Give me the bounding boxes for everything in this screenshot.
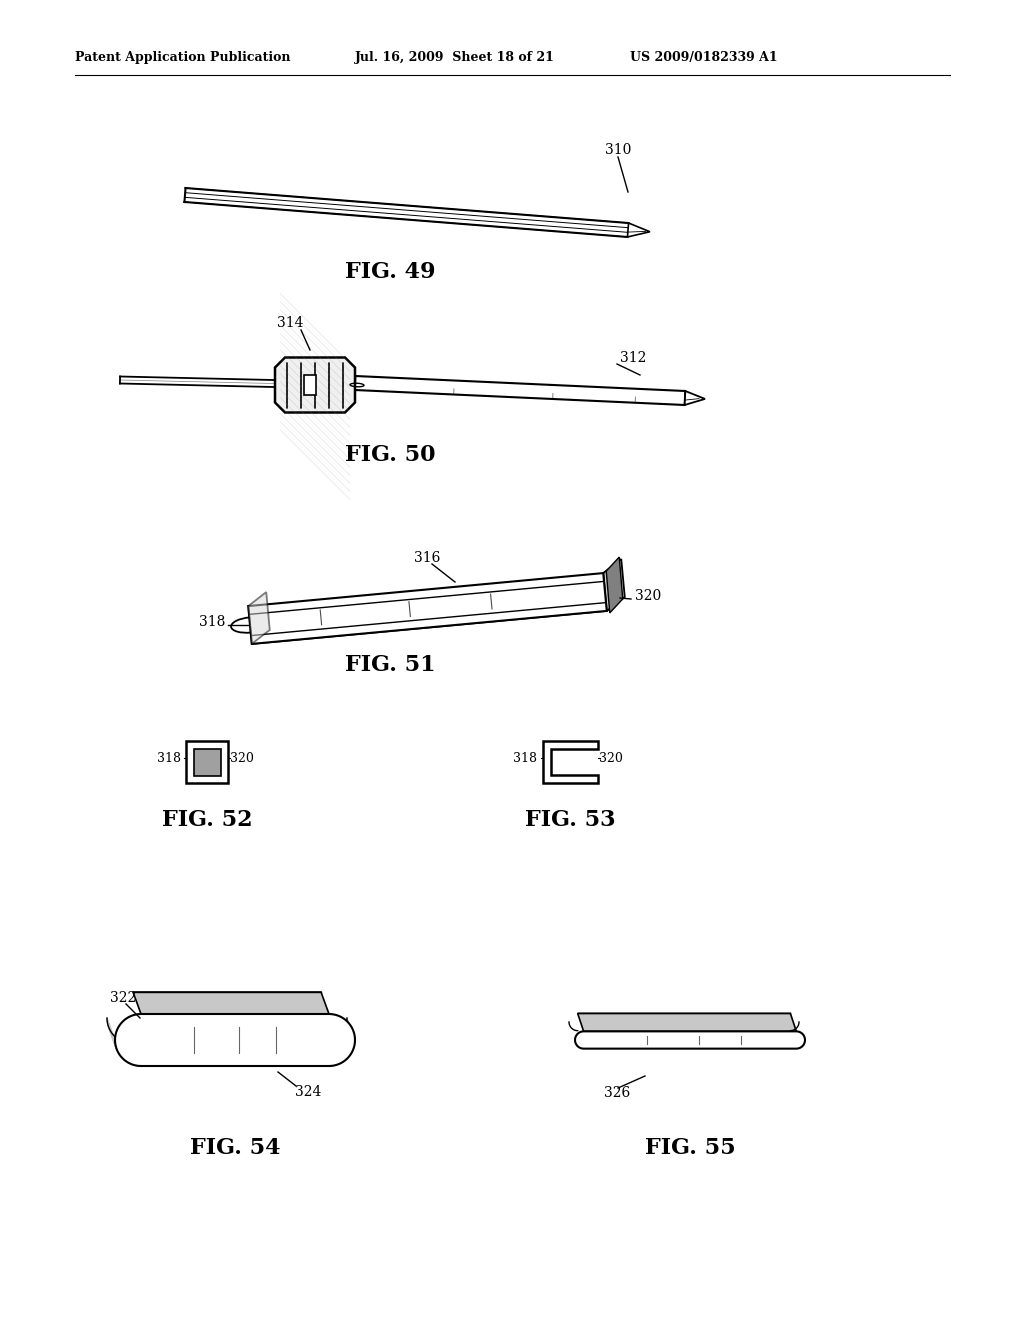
Polygon shape	[346, 1023, 354, 1047]
Polygon shape	[327, 1043, 336, 1065]
Polygon shape	[121, 1041, 130, 1064]
Text: 326: 326	[604, 1086, 630, 1100]
Polygon shape	[109, 1028, 118, 1051]
Polygon shape	[275, 358, 355, 412]
Polygon shape	[113, 1034, 121, 1057]
Polygon shape	[339, 1036, 348, 1059]
Polygon shape	[108, 1024, 117, 1048]
Text: 318: 318	[199, 615, 225, 630]
Text: 322: 322	[110, 991, 136, 1005]
Polygon shape	[346, 1022, 354, 1045]
Bar	[194, 748, 220, 776]
Polygon shape	[108, 1019, 115, 1043]
Polygon shape	[330, 1043, 339, 1065]
Polygon shape	[628, 223, 650, 238]
Polygon shape	[130, 1044, 139, 1067]
Text: FIG. 52: FIG. 52	[162, 809, 252, 832]
Polygon shape	[578, 1014, 797, 1031]
Polygon shape	[133, 993, 329, 1014]
Polygon shape	[129, 1044, 138, 1065]
Polygon shape	[333, 1040, 342, 1063]
Polygon shape	[248, 573, 607, 644]
Polygon shape	[304, 375, 316, 395]
Polygon shape	[344, 1028, 352, 1052]
Polygon shape	[347, 1020, 355, 1044]
Polygon shape	[342, 1032, 350, 1056]
Text: 318: 318	[157, 751, 181, 764]
Polygon shape	[328, 1043, 337, 1065]
Polygon shape	[125, 1043, 134, 1065]
Polygon shape	[354, 376, 685, 405]
Polygon shape	[345, 1027, 353, 1049]
Polygon shape	[326, 1043, 335, 1065]
Polygon shape	[575, 1031, 805, 1048]
Text: FIG. 49: FIG. 49	[345, 261, 435, 282]
Text: FIG. 55: FIG. 55	[645, 1137, 735, 1159]
Text: 316: 316	[414, 550, 440, 565]
Text: 310: 310	[605, 143, 632, 157]
Polygon shape	[127, 1043, 137, 1065]
Polygon shape	[340, 1035, 349, 1057]
Text: Jul. 16, 2009  Sheet 18 of 21: Jul. 16, 2009 Sheet 18 of 21	[355, 50, 555, 63]
Polygon shape	[346, 1024, 354, 1048]
Polygon shape	[108, 1022, 116, 1045]
Polygon shape	[111, 1031, 120, 1055]
Polygon shape	[332, 1041, 341, 1064]
Polygon shape	[252, 597, 625, 644]
Text: 320: 320	[635, 589, 662, 603]
Polygon shape	[685, 391, 705, 405]
Polygon shape	[335, 1040, 344, 1063]
Polygon shape	[347, 1018, 355, 1041]
Polygon shape	[108, 1023, 116, 1047]
Text: FIG. 50: FIG. 50	[345, 444, 435, 466]
Polygon shape	[110, 1030, 119, 1053]
Text: 320: 320	[599, 751, 624, 764]
Polygon shape	[324, 1044, 333, 1065]
Text: 312: 312	[620, 351, 646, 366]
Polygon shape	[114, 1036, 123, 1059]
Text: FIG. 54: FIG. 54	[189, 1137, 281, 1159]
Text: 324: 324	[295, 1085, 322, 1100]
Polygon shape	[338, 1038, 347, 1060]
Text: FIG. 51: FIG. 51	[345, 653, 435, 676]
Polygon shape	[248, 593, 269, 644]
Polygon shape	[606, 557, 623, 612]
Polygon shape	[603, 560, 625, 611]
Text: 318: 318	[513, 751, 538, 764]
Polygon shape	[122, 1041, 131, 1064]
Polygon shape	[336, 1039, 345, 1061]
Polygon shape	[126, 1043, 135, 1065]
Polygon shape	[120, 1040, 129, 1063]
Text: FIG. 53: FIG. 53	[524, 809, 615, 832]
Polygon shape	[543, 741, 597, 783]
Polygon shape	[342, 1031, 351, 1055]
Polygon shape	[323, 1044, 332, 1067]
Polygon shape	[108, 1020, 116, 1044]
Polygon shape	[112, 1032, 120, 1056]
Bar	[186, 741, 228, 783]
Polygon shape	[341, 1034, 350, 1057]
Polygon shape	[109, 1027, 117, 1049]
Polygon shape	[114, 1035, 122, 1057]
Text: Patent Application Publication: Patent Application Publication	[75, 50, 291, 63]
Polygon shape	[115, 1038, 124, 1060]
Polygon shape	[331, 1041, 340, 1064]
Polygon shape	[343, 1030, 352, 1053]
Polygon shape	[345, 1028, 353, 1051]
Text: US 2009/0182339 A1: US 2009/0182339 A1	[630, 50, 777, 63]
Polygon shape	[321, 1044, 331, 1067]
Text: 320: 320	[230, 751, 254, 764]
Polygon shape	[115, 1014, 355, 1067]
Polygon shape	[132, 1044, 141, 1067]
Polygon shape	[118, 1039, 126, 1061]
Polygon shape	[119, 1040, 128, 1063]
Polygon shape	[337, 1038, 346, 1061]
Polygon shape	[347, 1019, 355, 1043]
Polygon shape	[123, 1043, 133, 1065]
Text: 314: 314	[276, 315, 303, 330]
Polygon shape	[106, 1018, 115, 1041]
Polygon shape	[110, 1028, 118, 1052]
Polygon shape	[116, 1038, 125, 1061]
